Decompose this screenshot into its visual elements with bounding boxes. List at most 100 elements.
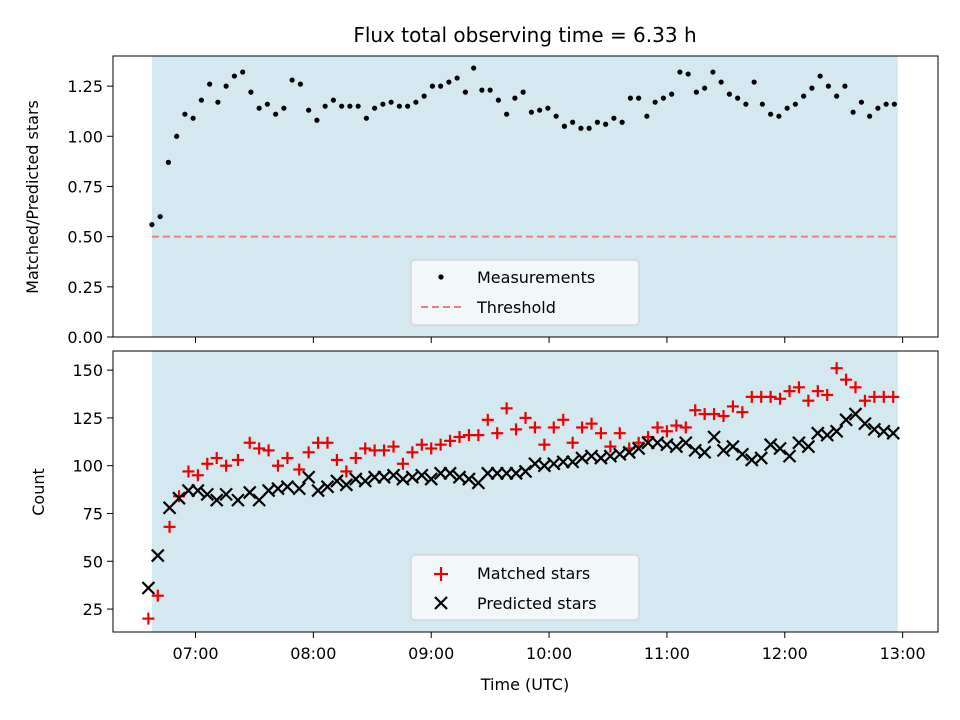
matched-star-point [321,436,334,449]
measurement-point [363,115,369,121]
measurement-point [512,95,518,101]
matched-star-point [802,394,815,407]
ratio-y-tick-label: 0.75 [67,177,103,196]
predicted-star-point [707,430,721,444]
ratio-marks [149,65,898,238]
matched-star-point [425,442,438,455]
matched-star-point [566,436,579,449]
measurement-point [388,99,394,105]
measurement-point [149,222,155,228]
measurement-point [446,79,452,85]
count-y-tick-label: 125 [72,409,103,428]
matched-star-point [262,444,275,457]
predicted-star-point [697,445,712,460]
predicted-star-point [424,472,438,486]
measurement-point [231,73,237,79]
predicted-star-point [209,493,224,507]
matched-star-point [792,381,805,394]
measurement-point [702,85,708,91]
measurement-point [297,81,303,87]
measurement-point [578,125,584,131]
measurement-point [751,79,757,85]
predicted-star-point [773,441,787,456]
count-x-tick-label: 07:00 [172,644,218,663]
matched-star-point [670,419,683,432]
measurement-point [867,113,873,119]
predicted-star-point [219,487,233,502]
measurement-point [306,107,312,113]
predicted-star-point [200,487,215,502]
measurement-point [792,101,798,107]
matched-star-point [500,402,513,415]
x-axis-label: Time (UTC) [480,675,569,694]
matched-star-point [434,438,447,451]
matched-star-point [717,409,730,422]
matched-star-point [444,434,457,447]
measurement-point [768,111,774,117]
predicted-star-point [820,428,834,442]
measurement-point [858,99,864,105]
count-legend: Matched stars Predicted stars [410,554,640,621]
predicted-star-point [386,468,401,483]
measurement-point [495,97,501,103]
panel-counts: 25 50 75 100 125 150 07:00 08:00 09:00 10:00 11:00… [29,350,939,694]
measurement-point [372,105,378,111]
measurement-point [190,115,196,121]
count-y-label: Count [29,468,48,516]
matched-star-point [538,438,551,451]
measurement-point [240,69,246,75]
count-x-tick-label: 10:00 [526,644,572,663]
measurement-point [660,95,666,101]
measurement-point [165,159,171,165]
measurement-point [405,103,411,109]
measurement-point [586,125,592,131]
measurement-point [594,119,600,125]
matched-star-point [182,465,195,478]
ratio-y-tick-label: 0.50 [67,228,103,247]
predicted-star-point [622,445,636,460]
measurement-point [743,101,749,107]
predicted-star-point [754,451,768,465]
measurement-point [520,89,526,95]
matched-star-point [330,453,343,466]
matched-star-point [604,440,617,453]
measurement-point [801,93,807,99]
measurement-point [669,91,675,97]
ratio-legend: Measurements Threshold [410,259,640,326]
predicted-star-point [565,455,580,469]
measurement-point [883,101,889,107]
measurement-point [677,69,683,75]
measurement-point [850,109,856,115]
matched-star-point [887,390,900,403]
predicted-star-point [141,581,156,595]
measurement-point [570,119,576,125]
predicted-star-point [358,474,372,488]
measurement-point [504,111,510,117]
matched-star-point [557,413,570,426]
matched-star-point [349,452,362,465]
measurement-point [735,95,741,101]
matched-star-point [830,362,843,375]
measurement-point [834,93,840,99]
measurement-point [281,105,287,111]
predicted-star-point [280,479,295,494]
measurement-point [553,113,559,119]
predicted-star-point [191,483,205,498]
matched-star-point [163,520,176,533]
matched-star-point [481,413,494,426]
matched-star-point [491,427,504,440]
measurement-point [454,75,460,81]
matched-star-point [849,381,862,394]
matched-star-point [510,423,523,436]
predicted-star-point [320,479,335,494]
measurement-point [561,123,567,129]
predicted-star-point [839,413,853,427]
count-x-tick-label: 08:00 [290,644,336,663]
predicted-star-point [330,474,344,488]
measurement-point [644,113,650,119]
ratio-y-tick-label: 0.00 [67,328,103,347]
measurement-point [256,105,262,111]
predicted-star-point [763,437,778,452]
measurement-point [248,89,254,95]
measurement-point [273,111,279,117]
